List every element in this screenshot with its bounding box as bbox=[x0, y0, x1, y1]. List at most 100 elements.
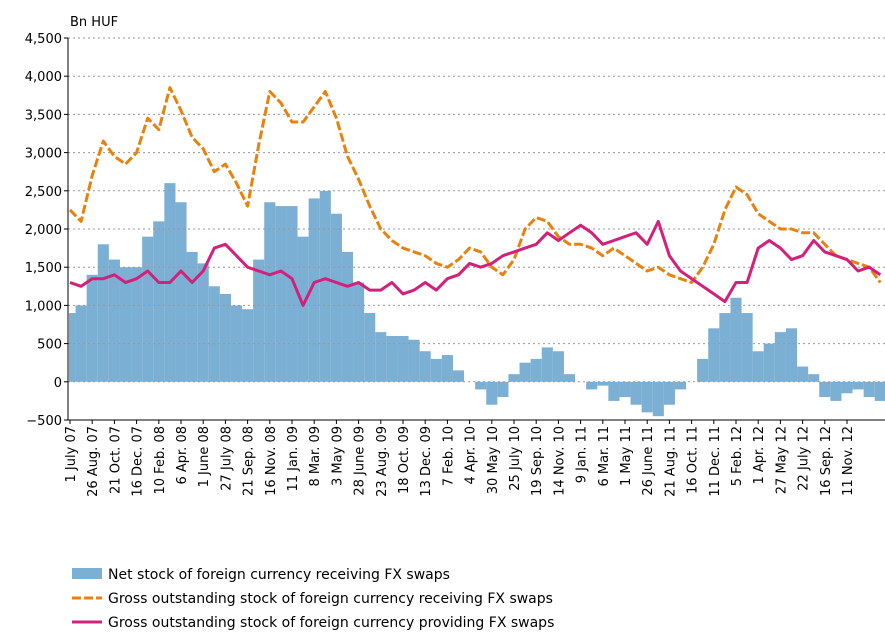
area-bar bbox=[730, 297, 742, 382]
area-bar bbox=[119, 267, 132, 382]
area-bar bbox=[819, 381, 831, 398]
x-tick-label: 1 Apr. 12 bbox=[752, 426, 767, 485]
area-bar bbox=[341, 251, 354, 382]
area-bar bbox=[663, 381, 675, 405]
area-bar bbox=[230, 305, 243, 382]
area-bar bbox=[142, 236, 154, 382]
x-tick-label: 28 June 09 bbox=[353, 426, 368, 496]
area-bar bbox=[441, 355, 453, 382]
x-tick-label: 11 Nov. 12 bbox=[841, 426, 856, 496]
x-tick-label: 25 July 10 bbox=[508, 426, 523, 491]
y-tick-label: 1,500 bbox=[25, 261, 62, 276]
legend-label: Gross outstanding stock of foreign curre… bbox=[108, 591, 553, 607]
x-tick-label: 8 Mar. 09 bbox=[308, 426, 323, 487]
x-tick-label: 6 Apr. 08 bbox=[175, 426, 190, 485]
area-bar bbox=[608, 381, 620, 401]
area-bar bbox=[264, 202, 276, 382]
x-tick-label: 9 Jan. 11 bbox=[575, 426, 590, 483]
x-tick-label: 16 Nov. 08 bbox=[264, 426, 279, 496]
area-bar bbox=[397, 335, 409, 382]
area-bar bbox=[830, 381, 842, 401]
area-bar bbox=[97, 244, 109, 382]
area-bar bbox=[275, 206, 287, 382]
x-tick-label: 11 Jan. 09 bbox=[286, 426, 301, 492]
area-bar bbox=[208, 286, 220, 382]
area-bar bbox=[741, 313, 753, 382]
x-tick-label: 13 Dec. 09 bbox=[419, 426, 434, 497]
area-bar bbox=[486, 381, 498, 405]
area-bar bbox=[619, 381, 631, 398]
x-tick-label: 27 July 08 bbox=[219, 426, 234, 491]
area-bar bbox=[863, 381, 875, 398]
area-bar bbox=[597, 381, 609, 386]
x-tick-label: 10 Feb. 08 bbox=[153, 426, 168, 495]
x-tick-label: 21 Aug. 11 bbox=[663, 426, 678, 497]
area-bar bbox=[386, 335, 398, 382]
area-bar bbox=[131, 267, 143, 382]
area-bar bbox=[108, 259, 120, 382]
area-bar bbox=[286, 206, 298, 382]
x-tick-label: 30 May 10 bbox=[486, 426, 501, 494]
y-tick-label: 4,000 bbox=[25, 70, 62, 85]
x-tick-label: 11 Dec. 11 bbox=[708, 426, 723, 497]
line-series bbox=[68, 86, 882, 284]
area-bar bbox=[69, 313, 76, 382]
y-tick-label: 1,000 bbox=[25, 299, 62, 314]
y-tick-label: 3,000 bbox=[25, 147, 62, 162]
area-bar bbox=[186, 251, 198, 382]
area-bar bbox=[797, 366, 809, 382]
x-tick-label: 1 June 08 bbox=[197, 426, 212, 487]
x-tick-label: 16 Sep. 12 bbox=[819, 426, 834, 496]
area-bar bbox=[541, 347, 553, 382]
x-tick-label: 22 July 12 bbox=[797, 426, 812, 491]
y-tick-label: −500 bbox=[26, 414, 62, 429]
x-tick-label: 14 Nov. 10 bbox=[552, 426, 567, 496]
area-bar bbox=[674, 381, 687, 390]
x-tick-label: 7 Feb. 10 bbox=[441, 426, 456, 486]
x-tick-label: 1 July 07 bbox=[64, 426, 79, 482]
x-tick-label: 16 Dec. 07 bbox=[131, 426, 146, 497]
x-tick-label: 26 June 11 bbox=[641, 426, 656, 496]
x-tick-label: 27 May 12 bbox=[774, 426, 789, 494]
x-tick-label: 21 Sep. 08 bbox=[242, 426, 257, 496]
y-tick-label: 2,000 bbox=[25, 223, 62, 238]
area-bar bbox=[852, 381, 864, 390]
area-bar bbox=[408, 339, 420, 382]
x-tick-label: 4 Apr. 10 bbox=[464, 426, 479, 485]
area-bar bbox=[785, 328, 798, 382]
area-bar bbox=[697, 358, 709, 382]
area-bar bbox=[808, 374, 820, 382]
area-bar bbox=[353, 282, 365, 382]
x-tick-label: 19 Sep. 10 bbox=[530, 426, 545, 496]
area-bar bbox=[652, 381, 664, 417]
y-tick-label: 4,500 bbox=[25, 32, 62, 47]
area-bar bbox=[641, 381, 653, 413]
area-bar bbox=[219, 293, 231, 382]
area-bar bbox=[586, 381, 598, 390]
area-bar bbox=[175, 202, 187, 382]
area-bar bbox=[752, 351, 764, 382]
y-tick-label: 3,500 bbox=[25, 108, 62, 123]
area-bar bbox=[475, 381, 487, 390]
area-bar bbox=[319, 190, 331, 382]
area-bar bbox=[430, 358, 442, 382]
area-bar bbox=[708, 328, 720, 382]
line-series bbox=[69, 219, 882, 307]
area-bar bbox=[452, 370, 465, 382]
y-tick-label: 500 bbox=[37, 338, 62, 353]
area-bar bbox=[519, 362, 531, 382]
area-bar bbox=[874, 381, 885, 401]
area-bar bbox=[375, 332, 387, 382]
area-bar bbox=[297, 236, 309, 382]
x-tick-label: 26 Aug. 07 bbox=[86, 426, 101, 497]
y-axis-label: Bn HUF bbox=[70, 15, 118, 30]
x-tick-label: 3 May 09 bbox=[330, 426, 345, 486]
area-bar bbox=[75, 305, 87, 382]
area-bar bbox=[330, 213, 342, 382]
x-tick-label: 1 May 11 bbox=[619, 426, 634, 486]
area-bar bbox=[530, 358, 542, 382]
area-bar bbox=[253, 259, 265, 382]
area-bar bbox=[841, 381, 853, 394]
x-tick-label: 23 Aug. 09 bbox=[375, 426, 390, 497]
